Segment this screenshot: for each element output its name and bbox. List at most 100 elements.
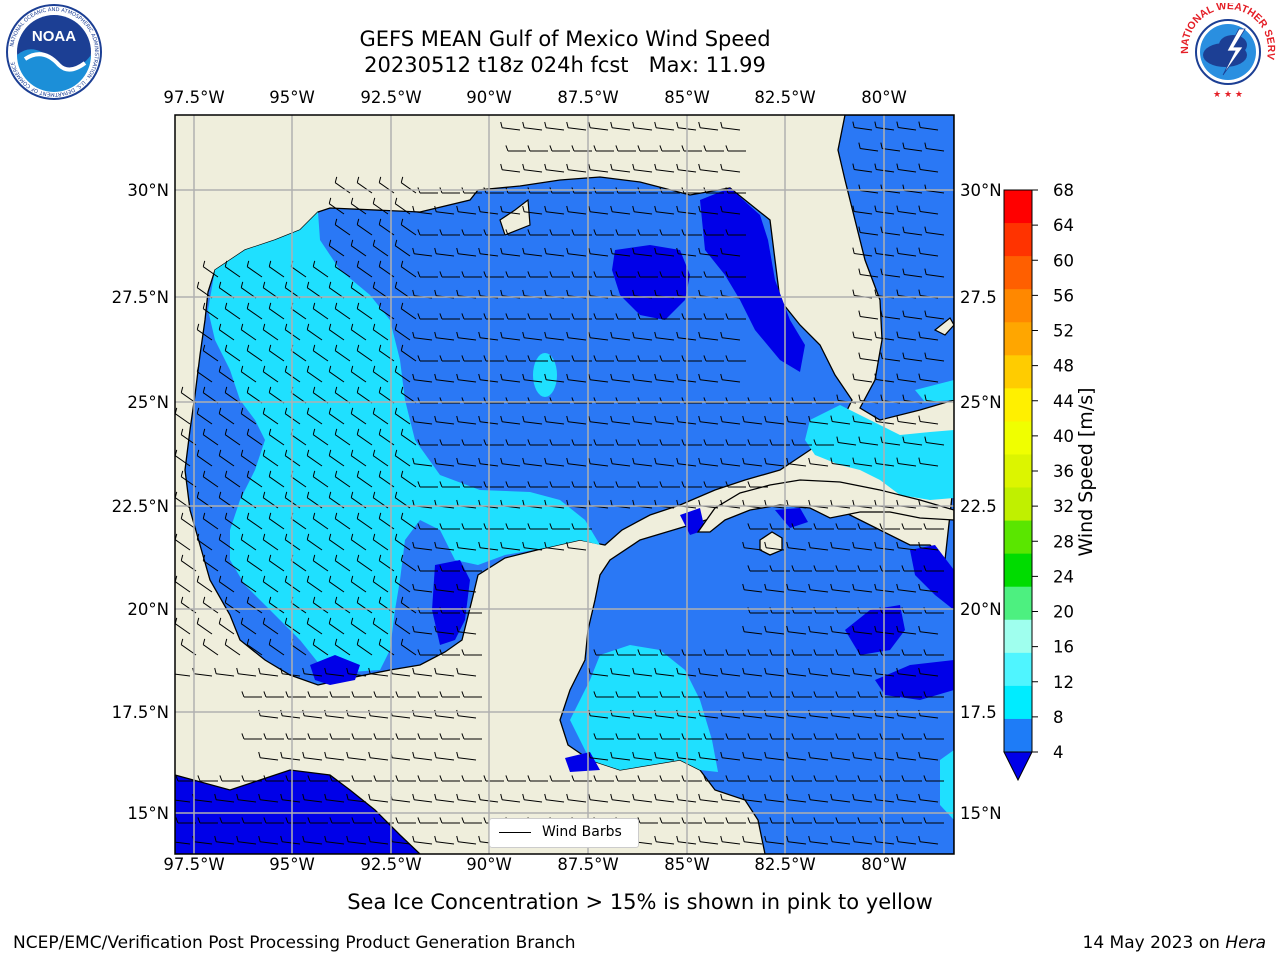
wind-barb bbox=[328, 581, 345, 593]
wind-barb-flag bbox=[456, 205, 459, 212]
wind-barb-flag bbox=[180, 428, 184, 435]
wind-barb-flag bbox=[219, 775, 223, 782]
wind-barb-flag bbox=[615, 145, 619, 152]
longitude-label: 95°W bbox=[269, 88, 315, 107]
wind-barb bbox=[326, 841, 345, 845]
wind-barb-flag bbox=[615, 775, 619, 782]
wind-barb-flag bbox=[312, 554, 316, 561]
wind-barb-flag bbox=[268, 554, 272, 561]
wind-barb bbox=[788, 463, 807, 467]
wind-barb-flag bbox=[588, 667, 591, 674]
wind-barb bbox=[268, 518, 285, 530]
wind-barb bbox=[240, 413, 257, 425]
wind-barb-flag bbox=[742, 709, 745, 716]
wind-barb-flag bbox=[654, 205, 657, 212]
wind-barb bbox=[218, 329, 235, 341]
wind-barb-flag bbox=[456, 289, 459, 296]
wind-barb bbox=[920, 378, 939, 383]
wind-barb-flag bbox=[307, 733, 311, 740]
legend-line-sample bbox=[499, 832, 531, 833]
wind-barb-flag bbox=[306, 491, 310, 498]
wind-barb-flag bbox=[857, 523, 861, 530]
wind-barb bbox=[356, 266, 373, 278]
wind-barb-flag bbox=[659, 313, 663, 320]
wind-barb bbox=[262, 581, 279, 593]
wind-barb-flag bbox=[241, 733, 245, 740]
colorbar: 68 64 60 56 52 48 44 40 36 32 28 24 20 16 12 8 4 bbox=[1003, 181, 1074, 782]
wind-barb bbox=[568, 463, 587, 467]
wind-barb-flag bbox=[527, 523, 531, 530]
wind-barb-flag bbox=[747, 565, 751, 572]
wind-barb-flag bbox=[698, 331, 701, 338]
wind-barb bbox=[304, 799, 323, 803]
wind-barb-flag bbox=[456, 667, 459, 674]
wind-barb-flag bbox=[306, 449, 310, 456]
wind-barb bbox=[744, 841, 763, 845]
wind-barb-flag bbox=[175, 775, 179, 782]
wind-barb-flag bbox=[224, 428, 228, 435]
wind-barb-flag bbox=[852, 583, 855, 590]
wind-barb-flag bbox=[918, 457, 921, 464]
wind-barb bbox=[350, 623, 367, 635]
wind-barb bbox=[372, 329, 389, 341]
wind-barb-flag bbox=[918, 331, 921, 338]
wind-barb-flag bbox=[593, 691, 597, 698]
wind-barb bbox=[904, 315, 923, 320]
wind-barb bbox=[876, 589, 895, 593]
wind-barb-flag bbox=[218, 533, 222, 540]
wind-barb-flag bbox=[400, 554, 404, 561]
wind-barb-flag bbox=[720, 121, 723, 128]
wind-barb bbox=[414, 841, 433, 845]
wind-barb-flag bbox=[312, 386, 316, 393]
colorbar-segment bbox=[1004, 322, 1032, 356]
wind-barb bbox=[458, 547, 477, 551]
wind-barb bbox=[788, 799, 807, 803]
wind-barb-flag bbox=[615, 229, 619, 236]
wind-barb-flag bbox=[196, 407, 200, 414]
wind-barb-flag bbox=[676, 415, 679, 422]
wind-barb-flag bbox=[549, 439, 553, 446]
longitude-label: 95°W bbox=[269, 855, 315, 874]
wind-barb-flag bbox=[791, 649, 795, 656]
wind-barb-flag bbox=[571, 313, 575, 320]
wind-barb-flag bbox=[302, 793, 305, 800]
wind-barb-flag bbox=[874, 121, 877, 128]
wind-barb bbox=[282, 757, 301, 761]
legend-label: Wind Barbs bbox=[542, 824, 622, 840]
wind-barb-flag bbox=[659, 271, 663, 278]
wind-barb-flag bbox=[417, 229, 421, 236]
wind-barb bbox=[502, 421, 521, 425]
wind-barb bbox=[372, 623, 389, 635]
wind-barb bbox=[240, 539, 257, 551]
wind-barb bbox=[810, 421, 829, 425]
wind-barb bbox=[304, 757, 323, 761]
wind-barb-flag bbox=[197, 817, 201, 824]
wind-barb-flag bbox=[852, 499, 855, 506]
wind-barb-flag bbox=[769, 733, 773, 740]
wind-barb-flag bbox=[747, 649, 751, 656]
wind-barb-flag bbox=[874, 163, 877, 170]
wind-barb bbox=[400, 560, 417, 572]
wind-barb-flag bbox=[918, 121, 921, 128]
wind-barb-flag bbox=[334, 428, 338, 435]
wind-barb-flag bbox=[610, 709, 613, 716]
wind-barb-flag bbox=[196, 281, 200, 288]
wind-barb-flag bbox=[544, 415, 547, 422]
wind-barb-flag bbox=[312, 596, 316, 603]
wind-barb-flag bbox=[659, 775, 663, 782]
wind-barb-flag bbox=[896, 331, 899, 338]
wind-barb-flag bbox=[632, 415, 635, 422]
wind-barb-flag bbox=[764, 709, 767, 716]
wind-barb-flag bbox=[835, 565, 839, 572]
wind-barb-flag bbox=[434, 373, 437, 380]
wind-barb-flag bbox=[879, 523, 883, 530]
wind-barb-flag bbox=[307, 775, 311, 782]
wind-barb bbox=[590, 379, 609, 383]
colorbar-tick-label: 48 bbox=[1053, 357, 1074, 376]
wind-barb bbox=[216, 673, 235, 677]
wind-barb-flag bbox=[549, 271, 553, 278]
wind-barb-flag bbox=[434, 289, 437, 296]
longitude-label: 82.5°W bbox=[754, 88, 815, 107]
wind-barb-flag bbox=[858, 310, 861, 317]
wind-barb bbox=[766, 757, 785, 761]
